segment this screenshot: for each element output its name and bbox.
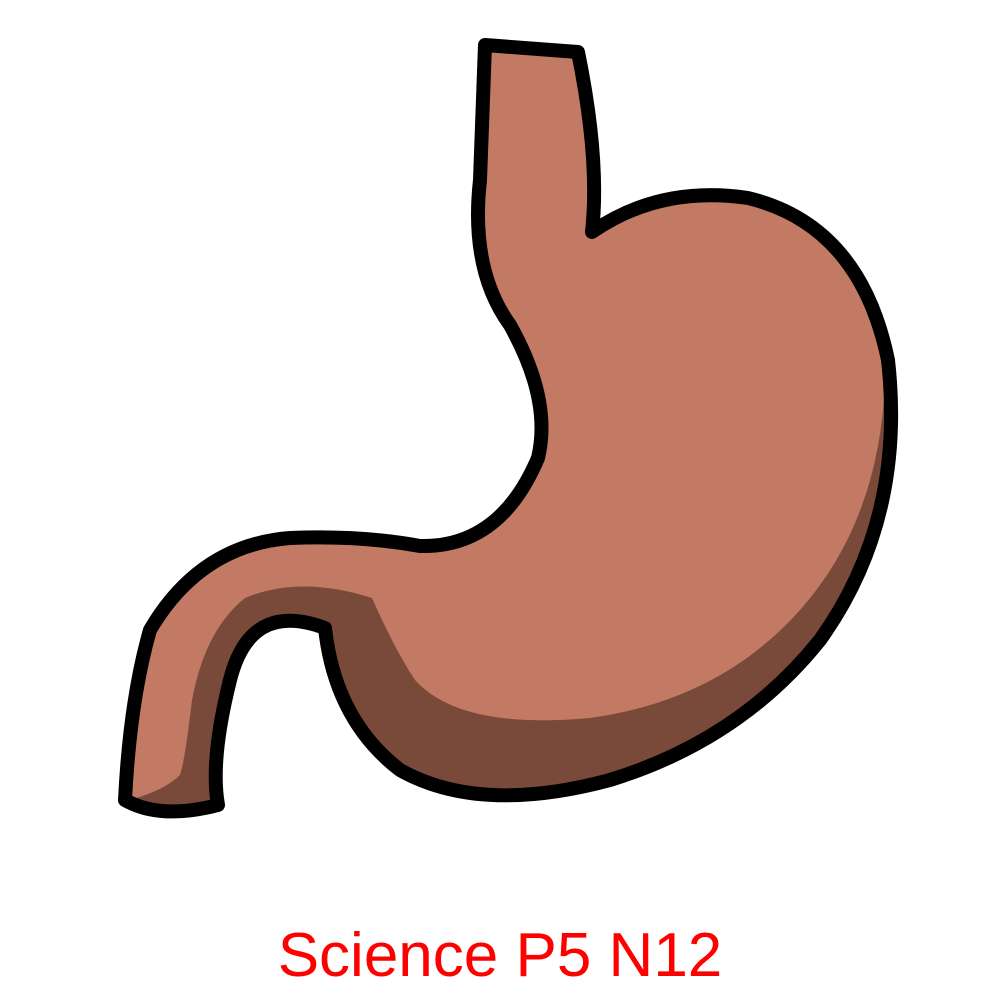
stomach-body bbox=[125, 45, 892, 812]
stomach-icon bbox=[118, 38, 899, 819]
stomach-outline bbox=[118, 38, 899, 819]
caption-text: Science P5 N12 bbox=[277, 921, 723, 990]
